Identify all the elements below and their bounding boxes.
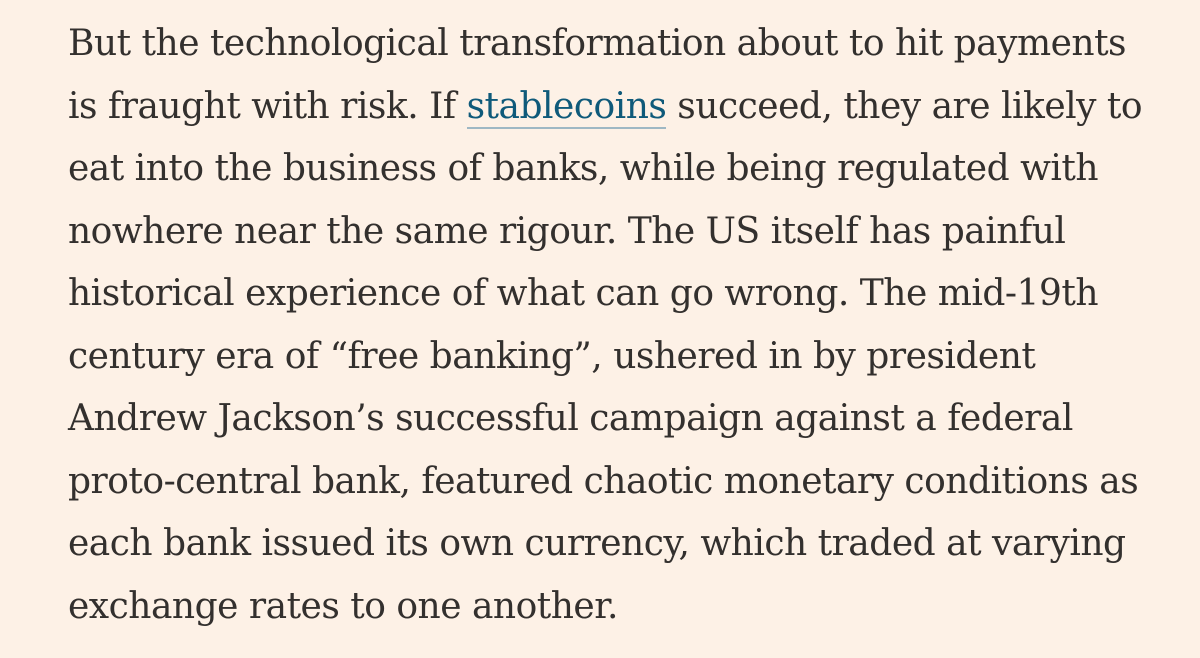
stablecoins-link[interactable]: stablecoins — [466, 85, 667, 129]
paragraph-line: Andrew Jackson’s successful campaign aga… — [68, 398, 1073, 439]
paragraph-line: historical experience of what can go wro… — [68, 273, 1099, 314]
paragraph-line: is fraught with risk. If stablecoins suc… — [68, 76, 1178, 139]
paragraph-line: nowhere near the same rigour. The US its… — [68, 210, 1066, 252]
article-paragraph: But the technological transformation abo… — [68, 13, 1178, 638]
paragraph-line: proto-central bank, featured chaotic mon… — [68, 460, 1139, 502]
paragraph-line: eat into the business of banks, while be… — [68, 148, 1099, 189]
paragraph-text: succeed, they are likely to — [666, 85, 1143, 127]
paragraph-line: exchange rates to one another. — [68, 585, 618, 627]
paragraph-text: is fraught with risk. If — [68, 85, 467, 127]
paragraph-line: century era of “free banking”, ushered i… — [68, 335, 1036, 377]
paragraph-line: each bank issued its own currency, which… — [68, 523, 1126, 564]
paragraph-line: But the technological transformation abo… — [68, 23, 1127, 64]
